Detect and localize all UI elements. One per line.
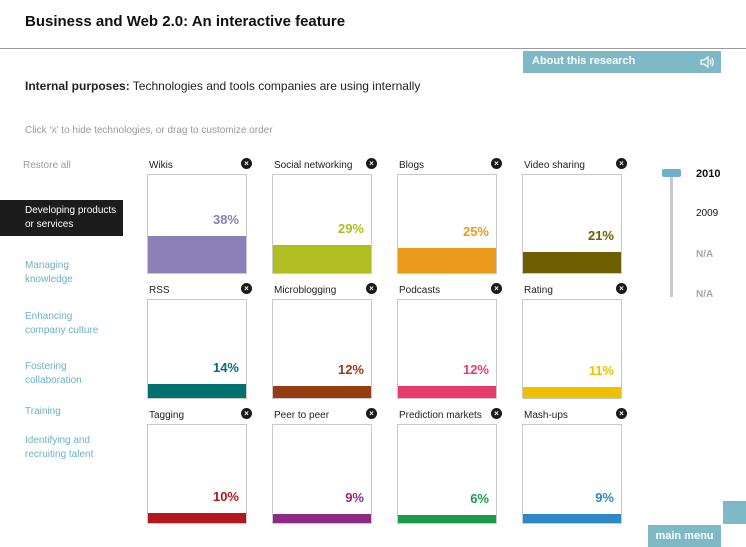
tile-label: Rating [524, 285, 553, 296]
tile-chart-box[interactable]: 29% [272, 174, 372, 274]
tile-label: Tagging [149, 410, 185, 421]
tile-label: Social networking [274, 160, 353, 171]
close-icon[interactable]: × [241, 408, 252, 419]
year-slider-track[interactable] [670, 172, 673, 297]
speaker-icon[interactable] [699, 54, 715, 70]
subtitle-label: Internal purposes: [25, 79, 130, 93]
close-icon[interactable]: × [616, 408, 627, 419]
tile-chart-box[interactable]: 38% [147, 174, 247, 274]
year-na-1: N/A [696, 249, 714, 260]
tile-bar [523, 252, 621, 273]
tile-percent: 14% [212, 360, 239, 375]
sidebar-item-identifying-talent[interactable]: Identifying and recruiting talent [25, 435, 94, 460]
tile-bar [273, 514, 371, 523]
close-icon[interactable]: × [366, 408, 377, 419]
section-subtitle: Internal purposes: Technologies and tool… [25, 79, 420, 93]
tile-percent: 11% [588, 363, 614, 378]
tile-percent: 21% [587, 228, 614, 243]
tile-chart-box[interactable]: 10% [147, 424, 247, 524]
tile-percent: 9% [345, 490, 364, 505]
tile-chart-box[interactable]: 9% [272, 424, 372, 524]
close-icon[interactable]: × [241, 283, 252, 294]
tile-bar [398, 386, 496, 398]
tile-label: Mash-ups [524, 410, 568, 421]
main-menu-button[interactable]: main menu [648, 525, 721, 547]
tile-percent: 10% [212, 489, 239, 504]
sidebar-item-fostering-collaboration[interactable]: Fostering collaboration [25, 361, 82, 386]
subtitle-text: Technologies and tools companies are usi… [129, 79, 421, 93]
page-title: Business and Web 2.0: An interactive fea… [25, 13, 346, 30]
tile-chart-box[interactable]: 14% [147, 299, 247, 399]
tile-percent: 12% [337, 362, 364, 377]
tile-percent: 6% [470, 491, 489, 506]
close-icon[interactable]: × [491, 283, 502, 294]
tile-chart-box[interactable]: 6% [397, 424, 497, 524]
tile-bar [523, 514, 621, 523]
tile-chart-box[interactable]: 9% [522, 424, 622, 524]
tile-label: Prediction markets [399, 410, 482, 421]
tile-label: Video sharing [524, 160, 585, 171]
year-2009[interactable]: 2009 [696, 208, 719, 219]
close-icon[interactable]: × [366, 158, 377, 169]
tile-percent: 9% [595, 490, 614, 505]
restore-all-link[interactable]: Restore all [23, 160, 71, 171]
close-icon[interactable]: × [491, 408, 502, 419]
about-research-button[interactable]: About this research [523, 51, 721, 73]
tile-percent: 12% [462, 362, 489, 377]
tile-bar [273, 386, 371, 398]
close-icon[interactable]: × [616, 283, 627, 294]
year-slider-handle[interactable] [662, 169, 681, 177]
tile-bar [148, 236, 246, 273]
tile-chart-box[interactable]: 12% [272, 299, 372, 399]
sidebar-item-developing-products[interactable]: Developing products or services [0, 200, 123, 236]
tile-percent: 38% [212, 212, 239, 227]
corner-decoration [723, 501, 746, 524]
tile-bar [148, 384, 246, 398]
close-icon[interactable]: × [241, 158, 252, 169]
tile-bar [398, 248, 496, 273]
tile-label: Wikis [149, 160, 173, 171]
tile-bar [523, 387, 621, 398]
tile-label: Peer to peer [274, 410, 330, 421]
year-na-2: N/A [696, 289, 714, 300]
tile-bar [398, 515, 496, 523]
tile-label: Microblogging [274, 285, 337, 296]
tile-bar [148, 513, 246, 523]
close-icon[interactable]: × [366, 283, 377, 294]
instruction-hint: Click ‘x’ to hide technologies, or drag … [25, 125, 273, 136]
tile-label: Podcasts [399, 285, 441, 296]
close-icon[interactable]: × [491, 158, 502, 169]
sidebar-item-enhancing-culture[interactable]: Enhancing company culture [25, 311, 99, 336]
about-research-label: About this research [532, 55, 636, 67]
tile-chart-box[interactable]: 25% [397, 174, 497, 274]
tile-chart-box[interactable]: 12% [397, 299, 497, 399]
close-icon[interactable]: × [616, 158, 627, 169]
tile-label: Blogs [399, 160, 425, 171]
tile-percent: 25% [462, 224, 489, 239]
sidebar-item-training[interactable]: Training [25, 406, 61, 417]
tile-percent: 29% [337, 221, 364, 236]
tile-bar [273, 245, 371, 273]
tile-label: RSS [149, 285, 170, 296]
header-divider [0, 48, 746, 49]
tile-chart-box[interactable]: 21% [522, 174, 622, 274]
year-2010[interactable]: 2010 [696, 168, 721, 180]
tile-chart-box[interactable]: 11% [522, 299, 622, 399]
sidebar-item-managing-knowledge[interactable]: Managing knowledge [25, 260, 73, 285]
